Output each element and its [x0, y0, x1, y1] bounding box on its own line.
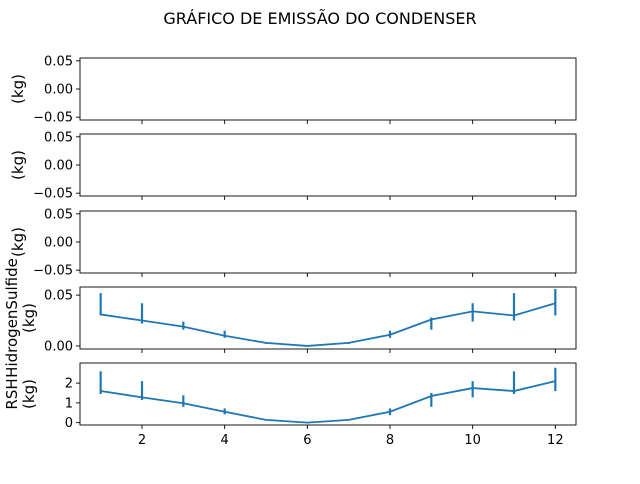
xtick-label: 12 — [547, 433, 564, 448]
ytick-label: 0.05 — [44, 289, 73, 304]
ytick-label: 0.00 — [44, 236, 73, 251]
ytick-label: 0.00 — [44, 339, 73, 354]
ytick-label: 0.05 — [44, 54, 73, 69]
ytick-label: 2 — [65, 377, 73, 392]
ytick-label: 0.00 — [44, 159, 73, 174]
ylabel-line: (kg) — [9, 227, 27, 257]
xtick-label: 6 — [303, 433, 311, 448]
ytick-label: −0.05 — [33, 187, 73, 202]
ylabel-line: (kg) — [20, 303, 38, 333]
xtick-label: 2 — [138, 433, 146, 448]
chart-title: GRÁFICO DE EMISSÃO DO CONDENSER — [163, 9, 476, 28]
ytick-label: −0.05 — [33, 111, 73, 126]
ytick-label: 0 — [65, 416, 73, 431]
xtick-label: 10 — [464, 433, 481, 448]
xtick-label: 8 — [386, 433, 394, 448]
ytick-label: 0.05 — [44, 207, 73, 222]
ylabel-line: RSH — [3, 378, 21, 409]
ytick-label: 0.05 — [44, 130, 73, 145]
ytick-label: −0.05 — [33, 264, 73, 279]
ylabel-line: (kg) — [9, 150, 27, 180]
ytick-label: 1 — [65, 396, 73, 411]
ylabel-line: (kg) — [9, 74, 27, 104]
ylabel-line: HidrogenSulfide — [3, 258, 21, 378]
ytick-label: 0.00 — [44, 83, 73, 98]
ylabel-line: (kg) — [20, 379, 38, 409]
xtick-label: 4 — [221, 433, 229, 448]
